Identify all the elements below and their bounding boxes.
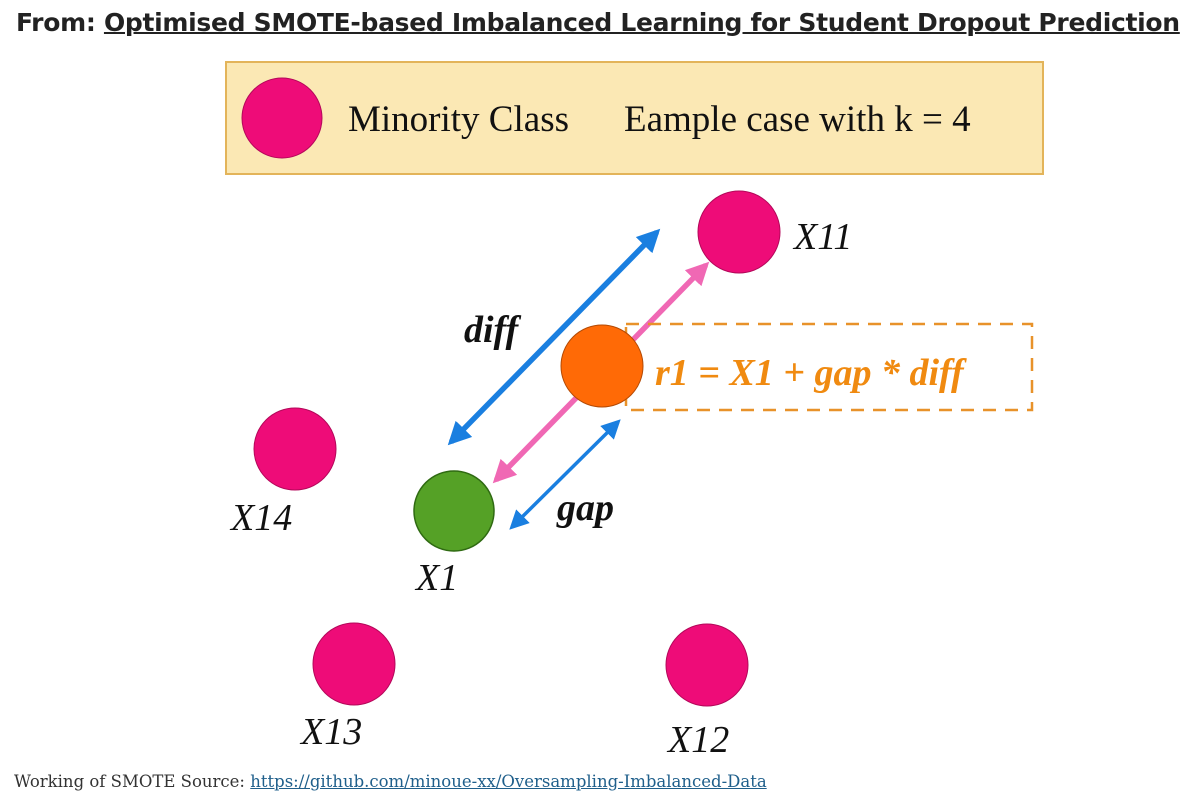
gap-label: gap xyxy=(556,487,614,529)
point-x13 xyxy=(312,622,396,706)
label-x11: X11 xyxy=(792,216,852,258)
point-x11 xyxy=(697,190,781,274)
figure-caption: Working of SMOTE Source: https://github.… xyxy=(14,772,767,791)
point-x14 xyxy=(253,407,337,491)
legend-box: Minority Class Eample case with k = 4 xyxy=(225,61,1044,175)
diff-label: diff xyxy=(464,309,522,351)
caption-text: Working of SMOTE Source: xyxy=(14,772,245,791)
figure-source-header: From: Optimised SMOTE-based Imbalanced L… xyxy=(16,8,1180,37)
source-link[interactable]: https://github.com/minoue-xx/Oversamplin… xyxy=(250,772,767,791)
formula-box xyxy=(624,322,1034,412)
label-x1: X1 xyxy=(414,557,458,599)
label-x14: X14 xyxy=(229,497,292,539)
legend-minority-circle xyxy=(241,77,323,159)
legend-background xyxy=(225,61,1044,175)
gap-arrow xyxy=(509,419,621,530)
label-x12: X12 xyxy=(666,719,729,761)
formula-text: r1 = X1 + gap * diff xyxy=(655,352,967,394)
header-prefix: From: xyxy=(16,8,96,37)
legend-example-label: Eample case with k = 4 xyxy=(624,99,971,140)
point-x1 xyxy=(413,470,495,552)
point-x12 xyxy=(665,623,749,707)
label-x13: X13 xyxy=(299,711,362,753)
synthetic-point xyxy=(560,324,644,408)
legend-minority-label: Minority Class xyxy=(348,99,569,140)
paper-title-link[interactable]: Optimised SMOTE-based Imbalanced Learnin… xyxy=(103,8,1180,37)
